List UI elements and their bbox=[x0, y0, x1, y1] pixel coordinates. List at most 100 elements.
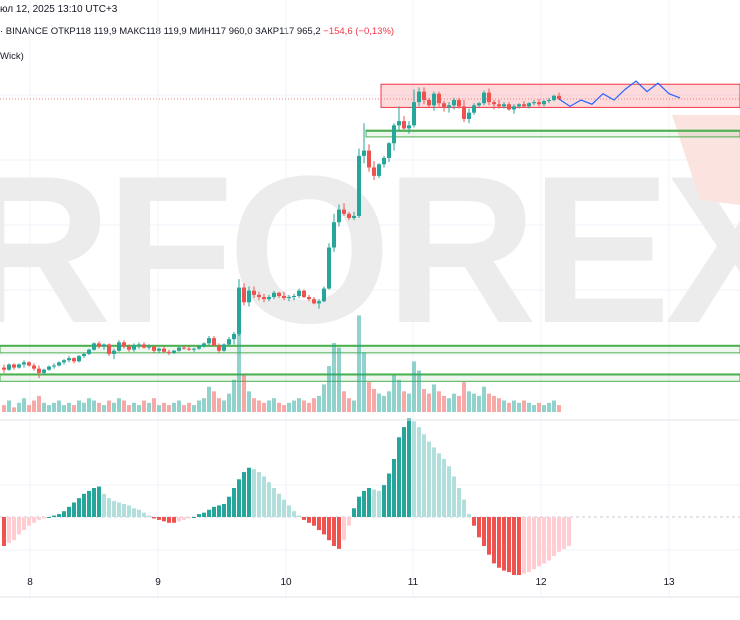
candle-body bbox=[97, 343, 101, 347]
candle-body bbox=[272, 292, 276, 298]
candle-body bbox=[527, 103, 531, 107]
volume-bar bbox=[487, 393, 491, 412]
oscillator-bar bbox=[332, 517, 336, 546]
candle bbox=[422, 87, 426, 105]
candle-body bbox=[187, 348, 191, 350]
volume-bar bbox=[2, 405, 6, 412]
volume-bar bbox=[287, 402, 291, 412]
candle-body bbox=[62, 360, 66, 363]
volume-bar bbox=[197, 400, 201, 412]
candle bbox=[297, 288, 301, 299]
candle bbox=[152, 345, 156, 353]
volume-bar bbox=[372, 389, 376, 412]
oscillator-bar bbox=[357, 496, 361, 517]
oscillator-bar bbox=[287, 505, 291, 517]
candle-body bbox=[417, 91, 421, 103]
candle-body bbox=[362, 150, 366, 156]
oscillator-bar bbox=[447, 466, 451, 517]
candle-body bbox=[537, 102, 541, 105]
candle-body bbox=[337, 209, 341, 223]
oscillator-bar bbox=[222, 503, 226, 517]
candle-body bbox=[142, 344, 146, 348]
candle-body bbox=[87, 349, 91, 354]
candle-body bbox=[262, 297, 266, 300]
volume-bar bbox=[97, 402, 101, 412]
candle bbox=[502, 102, 506, 109]
candle bbox=[7, 363, 11, 371]
candle-body bbox=[167, 351, 171, 353]
candle bbox=[327, 243, 331, 290]
oscillator-bar bbox=[72, 502, 76, 517]
candle-body bbox=[2, 367, 6, 370]
candle-body bbox=[162, 348, 166, 352]
volume-bar bbox=[122, 400, 126, 412]
candle bbox=[302, 289, 306, 299]
candle-body bbox=[487, 92, 491, 103]
volume-bar bbox=[232, 379, 236, 412]
candle-body bbox=[127, 346, 131, 350]
candle-body bbox=[427, 100, 431, 106]
oscillator-bar bbox=[437, 453, 441, 517]
oscillator-bar bbox=[362, 490, 366, 517]
oscillator-bar bbox=[567, 517, 571, 546]
candle-body bbox=[467, 112, 471, 119]
oscillator-bar bbox=[197, 514, 201, 517]
volume-bar bbox=[492, 395, 496, 412]
candle bbox=[517, 103, 521, 109]
oscillator-bar bbox=[322, 517, 326, 535]
oscillator-bar bbox=[517, 517, 521, 575]
candle bbox=[202, 342, 206, 348]
oscillator-bar bbox=[302, 517, 306, 520]
candle bbox=[342, 203, 346, 216]
candle bbox=[207, 336, 211, 346]
close-value: 117 965,2 bbox=[279, 26, 321, 37]
oscillator-bar bbox=[82, 493, 86, 517]
candle bbox=[167, 349, 171, 355]
candle bbox=[392, 123, 396, 151]
volume-bar bbox=[362, 352, 366, 412]
oscillator-bar bbox=[482, 517, 486, 546]
oscillator-bar bbox=[422, 434, 426, 517]
candle bbox=[17, 363, 21, 369]
oscillator-bar bbox=[462, 499, 466, 517]
candle bbox=[407, 121, 411, 134]
volume-bar bbox=[42, 402, 46, 412]
volume-bar bbox=[212, 391, 216, 412]
volume-bar bbox=[272, 398, 276, 412]
candle bbox=[307, 294, 311, 302]
candle-body bbox=[122, 342, 126, 347]
candle bbox=[42, 368, 46, 375]
oscillator-bar bbox=[187, 517, 191, 519]
oscillator-bar bbox=[257, 472, 261, 517]
volume-bar bbox=[292, 400, 296, 412]
candle bbox=[462, 100, 466, 123]
volume-bar bbox=[162, 402, 166, 412]
volume-bar bbox=[542, 405, 546, 412]
candle-body bbox=[542, 101, 546, 105]
candle bbox=[412, 89, 416, 128]
volume-bar bbox=[477, 395, 481, 412]
indicator-label[interactable]: Wick) bbox=[0, 51, 24, 62]
change-value: −154,6 (−0,13%) bbox=[323, 26, 395, 37]
oscillator-bar bbox=[122, 503, 126, 517]
candle-body bbox=[302, 290, 306, 298]
volume-bar bbox=[337, 347, 341, 412]
oscillator-bar bbox=[512, 517, 516, 575]
zones bbox=[0, 83, 740, 382]
volume-bar bbox=[412, 361, 416, 412]
volume-bar bbox=[77, 400, 81, 412]
candle bbox=[437, 91, 441, 107]
candle-body bbox=[322, 288, 326, 302]
oscillator-bar bbox=[12, 517, 16, 541]
oscillator-bar bbox=[377, 490, 381, 517]
oscillator-bar bbox=[537, 517, 541, 567]
candle-body bbox=[517, 104, 521, 107]
candle bbox=[377, 163, 381, 178]
support-zone bbox=[0, 344, 740, 347]
oscillator-bar bbox=[157, 517, 161, 520]
oscillator-bar bbox=[152, 517, 156, 519]
exchange-label: · BINANCE bbox=[0, 26, 49, 37]
candle bbox=[532, 100, 536, 106]
candle bbox=[177, 346, 181, 352]
